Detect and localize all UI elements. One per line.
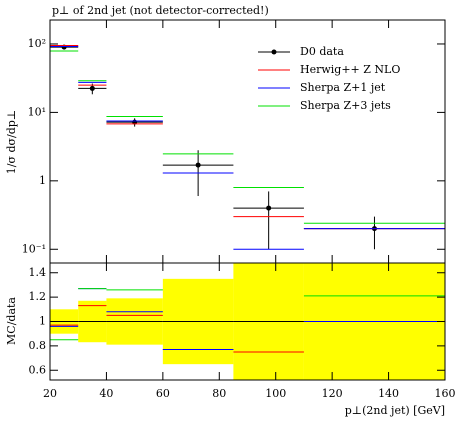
legend-label: Sherpa Z+3 jets — [300, 99, 391, 112]
x-tick-label: 60 — [156, 387, 170, 400]
x-tick-label: 100 — [265, 387, 286, 400]
legend-label: Sherpa Z+1 jet — [300, 81, 386, 94]
y-tick-label: 10⁻¹ — [22, 242, 46, 255]
y-tick-label: 1 — [39, 174, 46, 187]
plot-area — [50, 44, 445, 250]
x-tick-label: 140 — [378, 387, 399, 400]
plot-area — [50, 263, 445, 380]
data-point — [195, 162, 201, 168]
chart-title: p⊥ of 2nd jet (not detector-corrected!) — [52, 4, 269, 17]
x-tick-label: 80 — [212, 387, 226, 400]
y-axis-label: MC/data — [5, 297, 18, 345]
legend-swatch — [271, 49, 277, 55]
x-axis-label: p⊥(2nd jet) [GeV] — [345, 404, 445, 417]
x-tick-label: 120 — [322, 387, 343, 400]
y-tick-label: 10¹ — [28, 105, 46, 118]
data-point — [89, 85, 95, 91]
x-tick-label: 160 — [435, 387, 456, 400]
legend-label: Herwig++ Z NLO — [300, 63, 400, 76]
y-tick-label: 10² — [28, 37, 46, 50]
y-tick-label: 1.4 — [29, 266, 47, 279]
legend-label: D0 data — [300, 45, 344, 58]
y-tick-label: 1.2 — [29, 290, 47, 303]
x-tick-label: 20 — [43, 387, 57, 400]
y-tick-label: 0.8 — [29, 339, 47, 352]
x-tick-label: 40 — [99, 387, 113, 400]
y-tick-label: 1 — [39, 315, 46, 328]
y-tick-label: 0.6 — [29, 363, 47, 376]
y-axis-label: 1/σ dσ/dp⊥ — [5, 110, 18, 174]
data-point — [266, 205, 272, 211]
frame — [49, 19, 446, 264]
